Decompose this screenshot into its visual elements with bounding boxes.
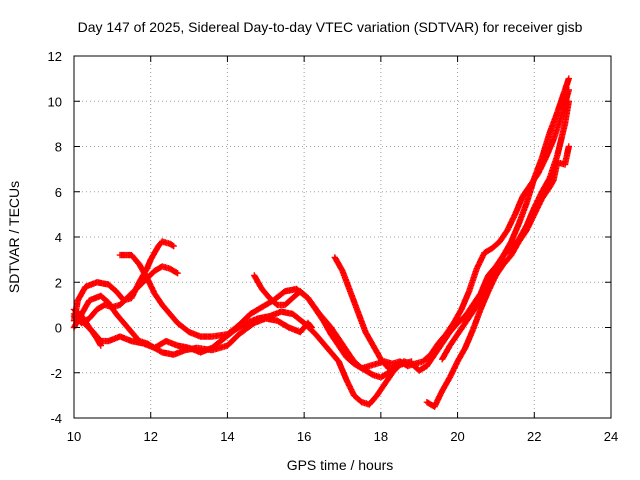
y-tick-label: -4 <box>50 411 62 426</box>
series-track-6 <box>251 86 572 372</box>
x-tick-label: 10 <box>67 429 81 444</box>
x-tick-label: 12 <box>143 429 157 444</box>
y-tick-label: 8 <box>55 140 62 155</box>
y-axis-label: SDTVAR / TECUs <box>6 181 22 293</box>
x-tick-label: 24 <box>604 429 618 444</box>
chart-title: Day 147 of 2025, Sidereal Day-to-day VTE… <box>78 19 583 35</box>
series-track-9 <box>439 75 572 363</box>
data-points-track-9 <box>439 75 572 363</box>
data-points-track-1 <box>70 238 177 324</box>
y-tick-label: -2 <box>50 366 62 381</box>
data-points-track-8 <box>423 143 572 410</box>
y-tick-label: 4 <box>55 230 62 245</box>
series-track-2 <box>70 263 181 327</box>
series-track-7 <box>331 98 572 374</box>
x-axis-label: GPS time / hours <box>287 457 394 473</box>
x-tick-label: 20 <box>450 429 464 444</box>
ticks <box>73 55 612 419</box>
data-points-track-2 <box>70 263 181 327</box>
y-tick-label: 2 <box>55 275 62 290</box>
x-tick-label: 16 <box>297 429 311 444</box>
data-points-track-6 <box>251 86 572 372</box>
x-tick-label: 22 <box>527 429 541 444</box>
y-tick-label: 6 <box>55 185 62 200</box>
data-series <box>70 75 572 410</box>
series-track-1 <box>70 238 177 324</box>
x-tick-label: 18 <box>374 429 388 444</box>
y-tick-label: 0 <box>55 321 62 336</box>
data-points-track-7 <box>331 98 572 374</box>
series-track-8 <box>423 143 572 410</box>
x-tick-label: 14 <box>220 429 234 444</box>
y-tick-label: 12 <box>48 49 62 64</box>
y-tick-label: 10 <box>48 94 62 109</box>
